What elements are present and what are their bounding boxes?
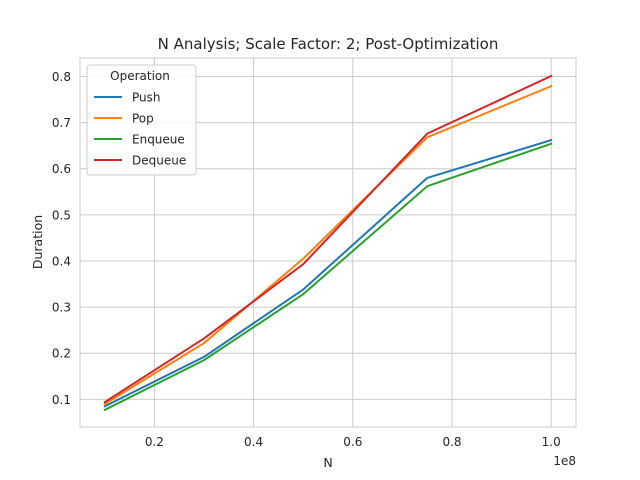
legend-title: Operation	[110, 69, 170, 83]
series-line-dequeue	[103, 74, 553, 404]
legend: Operation Push Pop Enqueue Dequeue	[86, 64, 197, 176]
y-axis-label: Duration	[30, 215, 45, 269]
chart-title: N Analysis; Scale Factor: 2; Post-Optimi…	[158, 35, 499, 53]
x-tick-label: 0.8	[442, 435, 461, 449]
y-tick-label: 0.7	[52, 116, 71, 130]
series-line-pop	[103, 84, 553, 406]
y-tick-label: 0.2	[52, 347, 71, 361]
y-tick-label: 0.6	[52, 162, 71, 176]
y-tick-label: 0.4	[52, 254, 71, 268]
legend-label-dequeue: Dequeue	[132, 154, 186, 168]
legend-label-push: Push	[132, 91, 161, 105]
x-tick-label: 0.6	[343, 435, 362, 449]
legend-label-enqueue: Enqueue	[132, 133, 185, 147]
series-line-push	[103, 138, 553, 408]
series-line-enqueue	[103, 142, 553, 412]
y-tick-label: 0.8	[52, 70, 71, 84]
legend-items: Push Pop Enqueue Dequeue	[94, 91, 186, 168]
x-offset-label: 1e8	[553, 454, 576, 468]
y-tick-label: 0.3	[52, 301, 71, 315]
tick-labels: 0.2 0.4 0.6 0.8 1.0 0.1 0.2 0.3 0.4 0.5 0.6 0.7 0.8	[52, 70, 561, 449]
series-lines	[103, 74, 553, 412]
x-tick-label: 0.2	[145, 435, 164, 449]
y-tick-label: 0.1	[52, 393, 71, 407]
x-axis-label: N	[323, 455, 332, 470]
legend-box	[86, 64, 197, 176]
plot-frame	[79, 57, 577, 428]
legend-label-pop: Pop	[132, 112, 154, 126]
x-tick-label: 0.4	[244, 435, 263, 449]
y-tick-label: 0.5	[52, 208, 71, 222]
x-tick-label: 1.0	[542, 435, 561, 449]
